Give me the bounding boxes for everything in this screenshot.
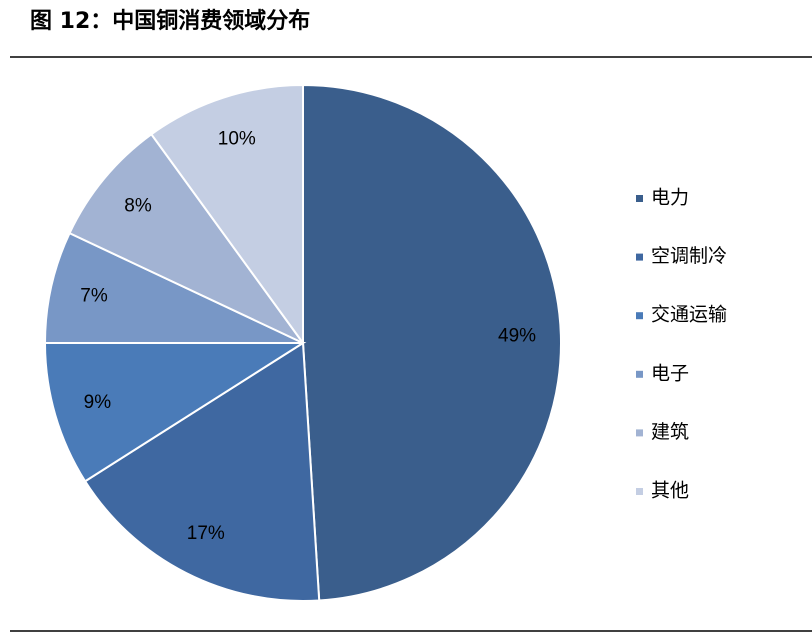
- pie-slice: [302, 83, 562, 602]
- data-label: 8%: [124, 196, 152, 217]
- pie-slice: [149, 83, 304, 347]
- legend-swatch: [636, 370, 643, 378]
- legend-swatch: [636, 488, 643, 495]
- pie-slice: [43, 231, 304, 344]
- legend-label: 空调制冷: [651, 245, 727, 267]
- legend-swatch: [636, 195, 643, 202]
- data-label: 7%: [80, 285, 108, 306]
- pie-slice: [68, 132, 304, 344]
- legend-swatch: [636, 312, 643, 320]
- data-label: 17%: [187, 523, 225, 544]
- legend-label: 电子: [651, 362, 689, 384]
- pie-slice: [43, 342, 307, 483]
- data-label: 49%: [498, 325, 536, 346]
- chart-title: 图 12：中国铜消费领域分布: [30, 8, 310, 34]
- legend-swatch: [636, 253, 643, 261]
- legend-swatch: [636, 429, 643, 437]
- data-label: 10%: [218, 128, 256, 149]
- legend-label: 电力: [651, 187, 689, 209]
- legend-label: 建筑: [651, 421, 689, 443]
- data-label: 9%: [84, 392, 112, 413]
- legend-label: 其他: [651, 480, 689, 502]
- pie-slice: [83, 341, 321, 602]
- legend-label: 交通运输: [651, 304, 727, 326]
